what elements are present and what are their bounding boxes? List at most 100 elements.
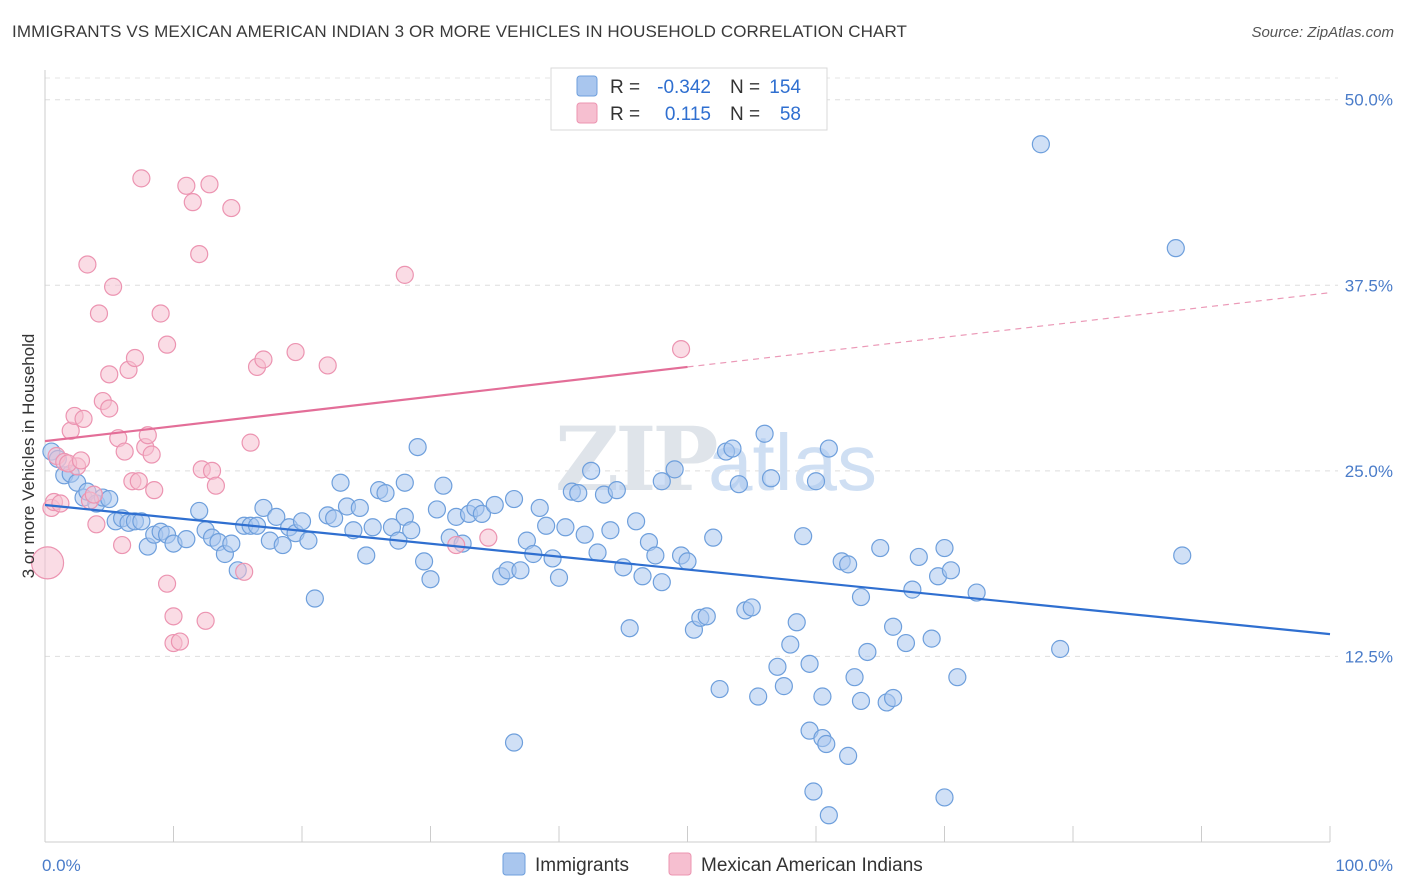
mexican-point (241, 433, 260, 452)
mexican-trend-line (44, 365, 688, 443)
mexican-point (145, 481, 164, 500)
immigrants-point (325, 509, 344, 528)
mexican-point (142, 445, 161, 464)
immigrants-point (614, 558, 633, 577)
immigrants-points (42, 135, 1192, 825)
mexican-point (222, 198, 241, 218)
immigrants-point (607, 481, 626, 500)
immigrants-point (626, 512, 646, 531)
immigrants-point (755, 424, 774, 443)
mexican-point (206, 476, 226, 495)
immigrants-point (556, 518, 575, 537)
mexican-point (104, 277, 123, 296)
mexican-trend-line-extension (687, 292, 1331, 368)
x-tick-label-max: 100.0% (1335, 856, 1393, 875)
immigrants-point (845, 668, 864, 687)
mexican-point (157, 574, 177, 593)
mexican-point (87, 515, 106, 534)
mexican-point (78, 255, 97, 274)
immigrants-point (967, 583, 986, 602)
immigrants-point (504, 489, 524, 509)
mexican-point (196, 611, 215, 630)
immigrants-point (800, 654, 819, 673)
mexican-points (30, 169, 691, 653)
mexican-point (190, 244, 209, 264)
legend-immigrants-r-value: -0.342 (657, 77, 711, 98)
immigrants-point (575, 525, 594, 544)
immigrants-point (485, 495, 504, 515)
mexican-point (479, 528, 498, 547)
immigrants-point (588, 543, 607, 562)
immigrants-point (543, 549, 562, 568)
x-tick-label-min: 0.0% (42, 856, 81, 875)
immigrants-point (710, 679, 729, 699)
mexican-point (200, 175, 219, 194)
legend-mexican-swatch (576, 102, 598, 124)
immigrants-point (472, 504, 491, 524)
immigrants-point (909, 547, 928, 567)
bottom-legend-immigrants-swatch (502, 852, 526, 876)
y-axis-title: 3 or more Vehicles in Household (19, 334, 38, 579)
mexican-point (115, 442, 134, 461)
bottom-legend-mexican: Mexican American Indians (701, 855, 923, 876)
immigrants-point (414, 552, 434, 571)
immigrants-point (537, 516, 556, 535)
immigrants-point (299, 531, 318, 550)
immigrants-point (941, 561, 961, 580)
immigrants-point (132, 512, 151, 531)
legend-mexican-n-label: N = (730, 104, 760, 125)
legend-mexican-n-value: 58 (780, 104, 801, 125)
mexican-point (235, 562, 254, 581)
immigrants-point (678, 552, 697, 571)
correlation-legend: R = -0.342 N = 154 R = 0.115 N = 58 (550, 67, 828, 131)
immigrants-point (729, 475, 749, 494)
immigrants-point (781, 635, 800, 654)
immigrants-point (292, 512, 312, 531)
immigrants-point (794, 527, 813, 546)
immigrants-point (922, 629, 941, 648)
immigrants-point (582, 461, 601, 480)
immigrants-point (749, 687, 768, 706)
immigrants-point (376, 484, 395, 503)
immigrants-point (948, 668, 967, 687)
immigrants-point (665, 460, 684, 479)
immigrants-point (858, 642, 877, 662)
immigrants-point (305, 589, 324, 608)
immigrants-point (806, 472, 826, 491)
immigrants-point (839, 555, 858, 574)
mexican-point (125, 348, 145, 368)
mexican-point (74, 409, 93, 428)
immigrants-point (723, 439, 742, 458)
immigrants-point (817, 734, 836, 754)
mexican-point (30, 546, 65, 580)
immigrants-point (408, 437, 427, 457)
y-tick-label-1: 25.0% (1345, 462, 1393, 481)
immigrants-point (177, 530, 196, 549)
immigrants-point (935, 788, 954, 807)
immigrants-point (601, 521, 620, 540)
immigrants-point (363, 518, 382, 537)
legend-immigrants-n-label: N = (730, 77, 760, 98)
immigrants-point (896, 633, 916, 653)
chart-title: IMMIGRANTS VS MEXICAN AMERICAN INDIAN 3 … (12, 22, 908, 41)
immigrants-point (530, 498, 549, 518)
immigrants-point (935, 538, 954, 558)
legend-mexican-r-value: 0.115 (665, 104, 711, 125)
mexican-point (100, 365, 119, 384)
immigrants-point (395, 473, 414, 492)
y-tick-label-3: 50.0% (1345, 91, 1393, 110)
mexican-point (71, 451, 91, 470)
immigrants-point (267, 507, 286, 526)
immigrants-point (883, 688, 903, 708)
immigrants-point (357, 546, 376, 565)
immigrants-point (511, 561, 530, 580)
series-legend: Immigrants Mexican American Indians (502, 852, 923, 876)
immigrants-point (839, 746, 858, 765)
x-tick-labels: 0.0% 100.0% (42, 856, 1393, 875)
mexican-point (89, 304, 109, 323)
immigrants-point (633, 567, 652, 586)
immigrants-point (273, 535, 292, 555)
immigrants-point (100, 489, 119, 509)
immigrants-point (504, 733, 524, 752)
